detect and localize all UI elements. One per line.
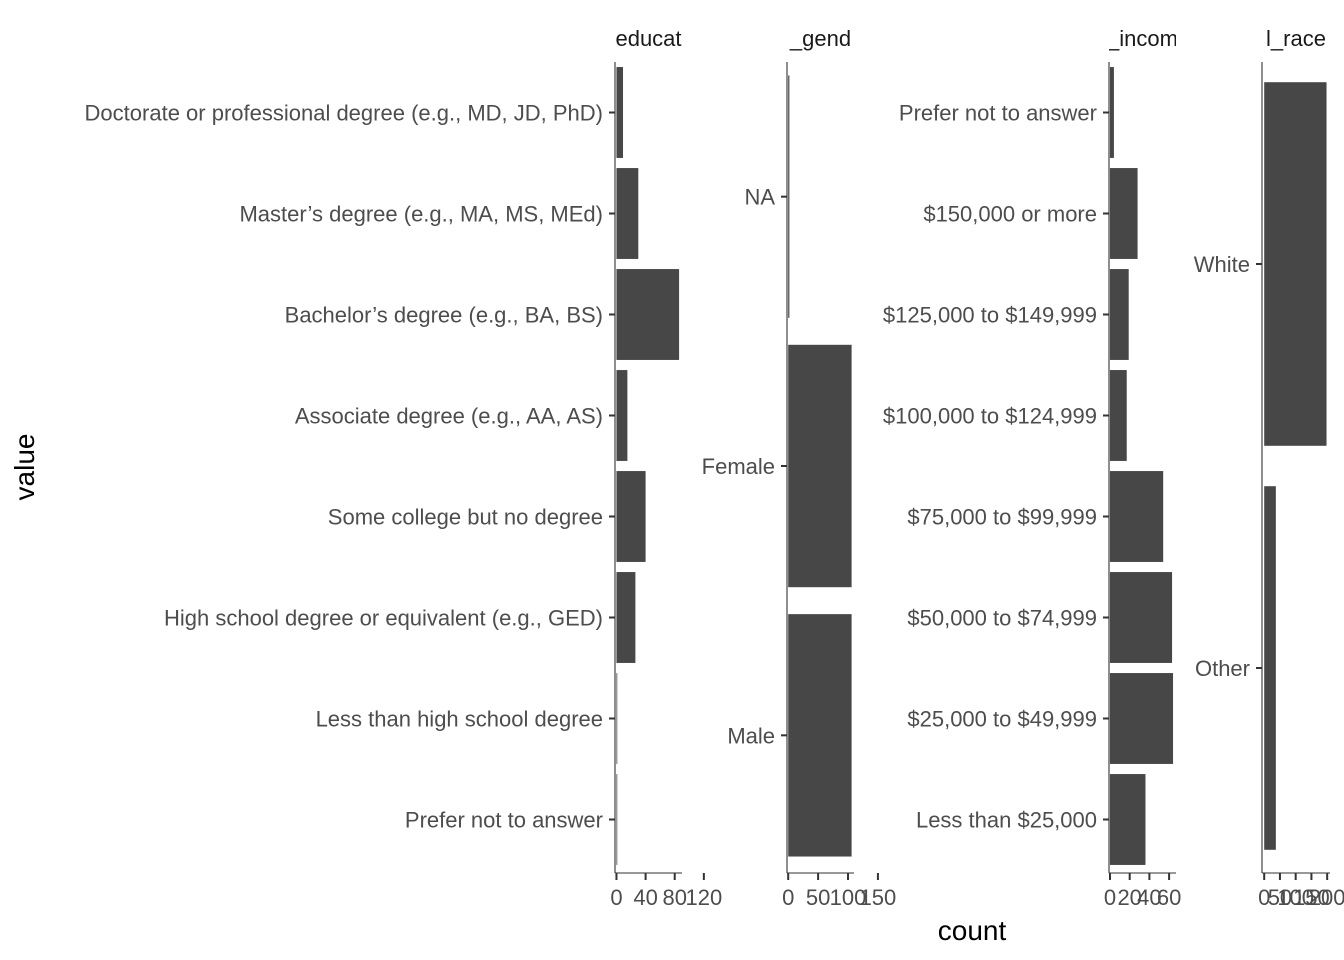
bar <box>1109 168 1138 259</box>
x-tick-label: 0 <box>610 885 622 910</box>
bar <box>616 774 618 865</box>
y-tick-label: Male <box>727 723 775 748</box>
x-axis-title: count <box>938 915 1007 946</box>
x-tick-label: 80 <box>662 885 686 910</box>
bar <box>1109 370 1127 461</box>
x-tick-label: 60 <box>1157 885 1181 910</box>
facet-strip-label: educat <box>615 26 681 51</box>
bar <box>1109 673 1174 764</box>
x-tick-label: 100 <box>1277 885 1314 910</box>
x-tick-label: 40 <box>633 885 657 910</box>
bar <box>616 67 624 158</box>
panel-income: _incom Less than $25,000 $25,000 to $49,99… <box>883 26 1181 910</box>
x-tick-label: 150 <box>1293 885 1330 910</box>
bar <box>616 673 618 764</box>
y-tick-label: $25,000 to $49,999 <box>907 707 1097 732</box>
panel-education: educat Prefer not to answer Less than high… <box>85 26 723 910</box>
bar <box>788 75 790 318</box>
bar <box>788 344 852 588</box>
bar <box>616 269 680 360</box>
x-tick-label: 0 <box>1104 885 1116 910</box>
bar <box>1109 471 1164 562</box>
y-tick-label: Other <box>1195 656 1250 681</box>
bar <box>1109 67 1114 158</box>
y-tick-label: White <box>1194 252 1250 277</box>
bar <box>1109 572 1173 663</box>
x-tick-label: 50 <box>806 885 830 910</box>
bar <box>616 471 646 562</box>
y-tick-label: Less than $25,000 <box>916 808 1097 833</box>
bar <box>1264 82 1327 446</box>
x-tick-label: 40 <box>1137 885 1161 910</box>
x-tick-label: 0 <box>1258 885 1270 910</box>
y-tick-label: $100,000 to $124,999 <box>883 404 1097 429</box>
bar <box>1109 269 1129 360</box>
y-tick-label: High school degree or equivalent (e.g., … <box>164 606 603 631</box>
y-tick-label: $150,000 or more <box>923 202 1097 227</box>
y-tick-label: Doctorate or professional degree (e.g., … <box>85 101 603 126</box>
y-tick-label: $50,000 to $74,999 <box>907 606 1097 631</box>
bar <box>616 168 639 259</box>
x-tick-label: 100 <box>830 885 867 910</box>
y-tick-label: Prefer not to answer <box>405 808 603 833</box>
y-tick-label: $125,000 to $149,999 <box>883 303 1097 328</box>
facet-strip-label: _gend <box>789 26 851 51</box>
y-tick-label: Associate degree (e.g., AA, AS) <box>295 404 603 429</box>
y-tick-label: Bachelor’s degree (e.g., BA, BS) <box>285 303 603 328</box>
x-tick-label: 150 <box>860 885 897 910</box>
y-tick-label: Less than high school degree <box>316 707 603 732</box>
y-tick-label: Prefer not to answer <box>899 101 1097 126</box>
x-tick-label: 20 <box>1117 885 1141 910</box>
bar <box>1109 774 1146 865</box>
y-axis-title: value <box>9 434 40 501</box>
y-tick-label: $75,000 to $99,999 <box>907 505 1097 530</box>
y-tick-label: NA <box>744 185 775 210</box>
facet-strip-label: _incom <box>1106 26 1178 51</box>
x-tick-label: 200 <box>1309 885 1344 910</box>
x-tick-label: 50 <box>1268 885 1292 910</box>
bar <box>616 370 628 461</box>
x-tick-label: 0 <box>782 885 794 910</box>
y-tick-label: Master’s degree (e.g., MA, MS, MEd) <box>239 202 603 227</box>
x-tick-label: 120 <box>685 885 722 910</box>
bar <box>788 614 852 857</box>
y-tick-label: Female <box>702 454 775 479</box>
bar <box>1264 486 1276 850</box>
y-tick-label: Some college but no degree <box>328 505 603 530</box>
facet-strip-label: l_race <box>1266 26 1326 51</box>
bar <box>616 572 636 663</box>
